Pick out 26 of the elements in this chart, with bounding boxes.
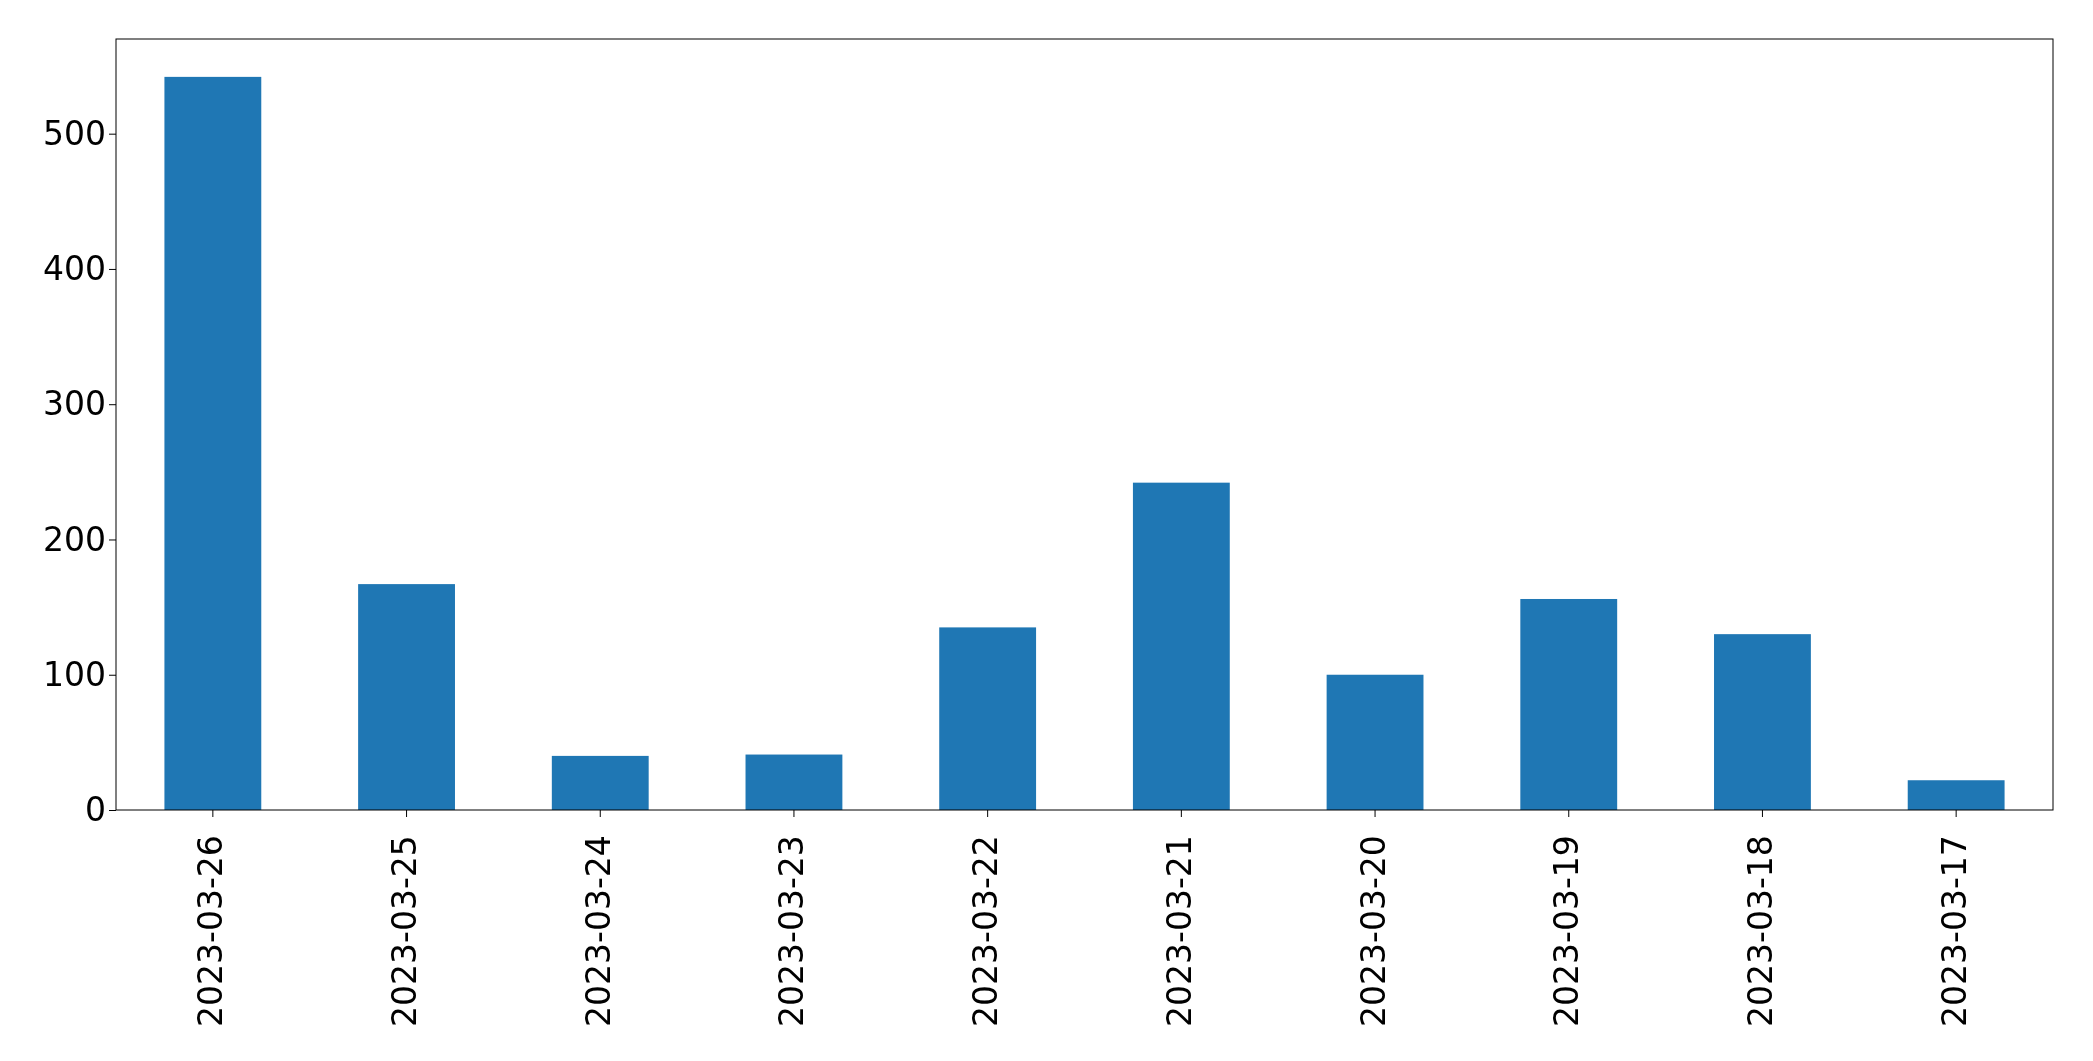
y-tick-label: 400 [43, 249, 106, 289]
bar [551, 755, 649, 810]
y-tick-label: 100 [43, 654, 106, 694]
x-tick-label: 2023-03-17 [1934, 835, 1974, 1027]
bar [1520, 598, 1618, 810]
x-tick-label: 2023-03-25 [385, 835, 425, 1027]
bar [939, 627, 1037, 810]
x-tick-label: 2023-03-19 [1547, 835, 1587, 1027]
x-tick-label: 2023-03-23 [772, 835, 812, 1027]
y-tick-label: 0 [85, 790, 106, 830]
y-tick-label: 200 [43, 519, 106, 559]
bar [1132, 482, 1230, 810]
y-tick-label: 500 [43, 113, 106, 153]
bar [164, 76, 262, 810]
x-tick-label: 2023-03-20 [1353, 835, 1393, 1027]
x-tick-label: 2023-03-24 [578, 835, 618, 1027]
x-tick-label: 2023-03-18 [1740, 835, 1780, 1027]
x-tick-label: 2023-03-26 [191, 835, 231, 1027]
x-tick-label: 2023-03-21 [1159, 835, 1199, 1027]
y-tick-label: 300 [43, 384, 106, 424]
bar [358, 584, 455, 810]
x-tick-label: 2023-03-22 [966, 835, 1006, 1027]
bar [745, 754, 843, 810]
bar [1714, 634, 1811, 810]
bar [1326, 674, 1424, 810]
bar [1907, 780, 2005, 810]
